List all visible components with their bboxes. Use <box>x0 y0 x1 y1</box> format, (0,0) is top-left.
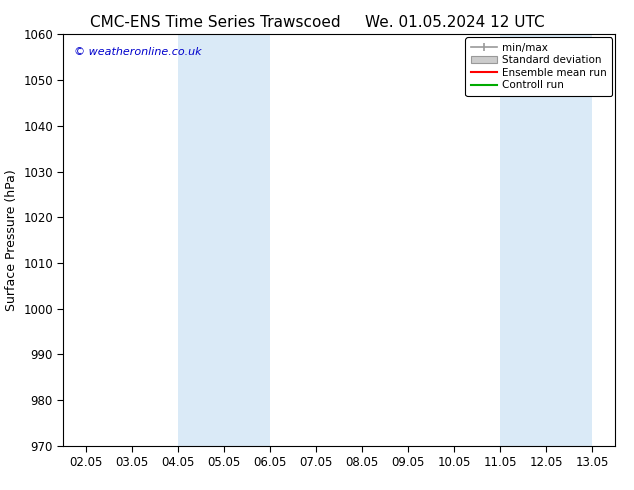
Text: CMC-ENS Time Series Trawscoed     We. 01.05.2024 12 UTC: CMC-ENS Time Series Trawscoed We. 01.05.… <box>89 15 545 30</box>
Bar <box>178 34 270 446</box>
Y-axis label: Surface Pressure (hPa): Surface Pressure (hPa) <box>4 169 18 311</box>
Bar <box>500 34 592 446</box>
Text: © weatheronline.co.uk: © weatheronline.co.uk <box>74 47 202 57</box>
Legend: min/max, Standard deviation, Ensemble mean run, Controll run: min/max, Standard deviation, Ensemble me… <box>465 37 612 96</box>
